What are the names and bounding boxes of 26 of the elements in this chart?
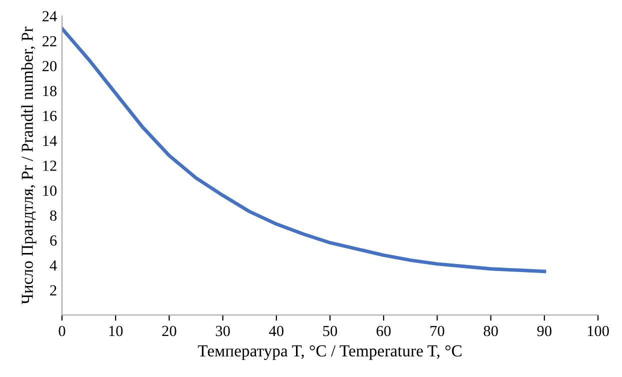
x-tick-label: 70 (430, 326, 444, 336)
x-tick-label: 0 (58, 326, 66, 336)
y-tick-label: 10 (43, 186, 57, 196)
y-tick-label: 18 (43, 86, 57, 96)
y-tick-label: 8 (50, 210, 57, 221)
y-tick-label: 20 (42, 60, 57, 72)
x-tick-label: 10 (109, 326, 123, 336)
x-tick-label: 100 (588, 326, 609, 336)
y-tick-label: 22 (42, 36, 56, 46)
x-tick-label: 40 (269, 326, 284, 336)
x-tick-label: 60 (376, 326, 391, 336)
x-tick-label: 20 (162, 326, 176, 336)
y-tick-label: 2 (50, 285, 56, 296)
line-series (62, 26, 546, 274)
x-tick-label: 30 (216, 326, 230, 336)
y-tick-label: 6 (50, 235, 57, 246)
y-axis-title: Число Прандтля, Pr / Prandtl number, Pr (21, 26, 36, 304)
y-tick-label: 14 (43, 136, 57, 146)
x-tick-label: 80 (484, 326, 498, 336)
y-tick-label: 24 (42, 11, 57, 22)
x-tick-label: 50 (323, 326, 338, 336)
x-axis-title: Температура T, °C / Temperature T, °C (198, 345, 462, 360)
x-tick-label: 90 (537, 326, 552, 336)
y-tick-label: 12 (43, 160, 56, 171)
y-tick-label: 16 (43, 110, 57, 122)
y-tick-label: 4 (50, 260, 57, 270)
